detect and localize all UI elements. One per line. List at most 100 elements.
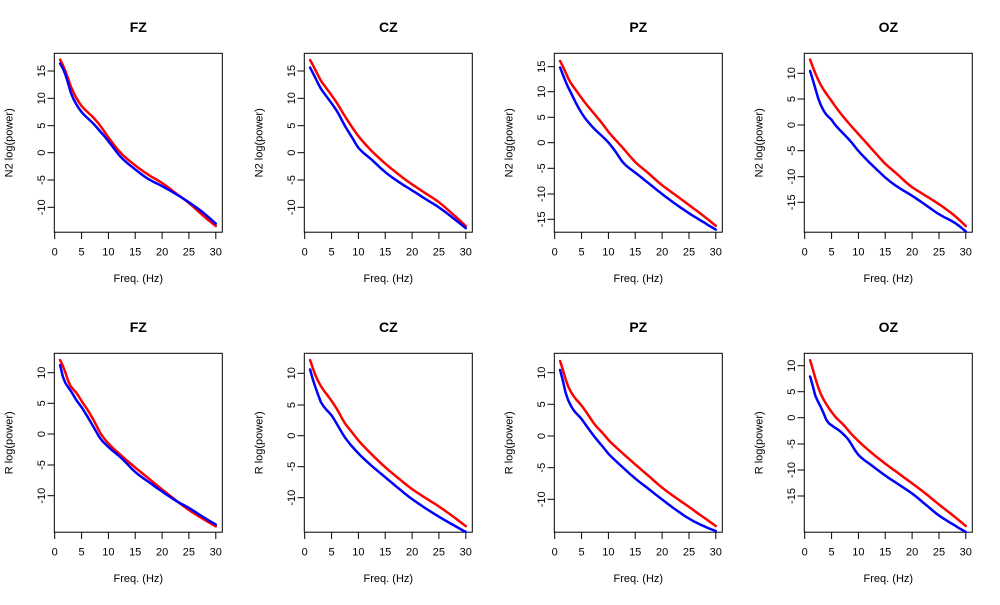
svg-text:0: 0 [52,247,58,259]
svg-text:0: 0 [536,140,548,146]
svg-text:5: 5 [286,402,298,408]
svg-text:CZ: CZ [379,319,398,335]
svg-text:N2 log(power): N2 log(power) [754,108,766,177]
svg-text:Freq. (Hz): Freq. (Hz) [614,273,664,285]
svg-text:10: 10 [536,367,548,379]
svg-text:5: 5 [579,547,585,559]
svg-text:25: 25 [933,547,945,559]
svg-text:5: 5 [79,547,85,559]
svg-text:0: 0 [552,547,558,559]
svg-text:FZ: FZ [130,19,148,35]
svg-text:10: 10 [536,86,548,98]
svg-text:0: 0 [302,547,308,559]
svg-text:10: 10 [352,547,364,559]
svg-text:-10: -10 [786,169,798,185]
svg-text:25: 25 [433,247,445,259]
svg-text:Freq. (Hz): Freq. (Hz) [614,573,664,585]
svg-text:-15: -15 [786,194,798,210]
svg-text:5: 5 [536,114,548,120]
svg-text:10: 10 [602,547,614,559]
svg-text:-5: -5 [36,175,48,185]
svg-text:30: 30 [960,547,972,559]
svg-text:-15: -15 [536,211,548,227]
svg-text:0: 0 [286,433,298,439]
svg-text:FZ: FZ [130,319,148,335]
svg-text:0: 0 [552,247,558,259]
svg-text:0: 0 [286,150,298,156]
svg-text:10: 10 [286,92,298,104]
svg-text:5: 5 [829,247,835,259]
svg-text:5: 5 [786,96,798,102]
svg-text:N2 log(power): N2 log(power) [504,108,516,177]
svg-text:20: 20 [156,547,168,559]
svg-text:-10: -10 [536,491,548,507]
svg-text:0: 0 [536,433,548,439]
svg-text:15: 15 [629,247,641,259]
svg-text:-5: -5 [536,163,548,173]
svg-text:-10: -10 [786,462,798,478]
svg-text:10: 10 [786,360,798,372]
svg-text:0: 0 [36,431,48,437]
svg-text:Freq. (Hz): Freq. (Hz) [864,573,914,585]
svg-text:0: 0 [802,547,808,559]
svg-text:-5: -5 [786,439,798,449]
svg-text:10: 10 [852,547,864,559]
svg-text:15: 15 [129,547,141,559]
svg-text:N2 log(power): N2 log(power) [254,108,266,177]
svg-text:-10: -10 [286,490,298,506]
svg-text:15: 15 [629,547,641,559]
svg-text:Freq. (Hz): Freq. (Hz) [864,273,914,285]
svg-text:30: 30 [460,247,472,259]
svg-text:Freq. (Hz): Freq. (Hz) [114,573,164,585]
svg-text:0: 0 [52,547,58,559]
svg-text:15: 15 [879,547,891,559]
svg-text:20: 20 [656,547,668,559]
svg-text:10: 10 [352,247,364,259]
svg-text:OZ: OZ [879,319,899,335]
svg-text:5: 5 [329,547,335,559]
svg-text:0: 0 [36,150,48,156]
svg-text:OZ: OZ [879,19,899,35]
svg-text:-5: -5 [36,460,48,470]
svg-text:30: 30 [460,547,472,559]
svg-text:30: 30 [960,247,972,259]
svg-text:0: 0 [786,122,798,128]
svg-text:10: 10 [852,247,864,259]
svg-text:5: 5 [36,123,48,129]
svg-text:15: 15 [286,65,298,77]
svg-text:5: 5 [36,400,48,406]
svg-text:5: 5 [786,389,798,395]
svg-text:25: 25 [683,247,695,259]
svg-text:25: 25 [183,247,195,259]
svg-text:30: 30 [210,247,222,259]
svg-text:20: 20 [906,547,918,559]
svg-text:15: 15 [879,247,891,259]
svg-text:20: 20 [156,247,168,259]
svg-text:15: 15 [379,247,391,259]
svg-text:30: 30 [710,247,722,259]
svg-text:30: 30 [710,547,722,559]
svg-text:R log(power): R log(power) [254,411,266,474]
svg-text:5: 5 [579,247,585,259]
svg-text:0: 0 [802,247,808,259]
svg-text:R log(power): R log(power) [754,411,766,474]
svg-text:10: 10 [286,367,298,379]
svg-text:10: 10 [786,67,798,79]
svg-text:-5: -5 [536,463,548,473]
svg-text:15: 15 [129,247,141,259]
svg-text:15: 15 [379,547,391,559]
svg-text:10: 10 [36,92,48,104]
svg-text:20: 20 [656,247,668,259]
svg-text:Freq. (Hz): Freq. (Hz) [364,573,414,585]
svg-text:Freq. (Hz): Freq. (Hz) [114,273,164,285]
svg-text:25: 25 [933,247,945,259]
svg-text:PZ: PZ [629,319,647,335]
svg-text:5: 5 [536,401,548,407]
svg-text:-10: -10 [536,186,548,202]
svg-text:CZ: CZ [379,19,398,35]
svg-text:-10: -10 [36,488,48,504]
svg-text:-5: -5 [786,146,798,156]
svg-text:15: 15 [536,61,548,73]
svg-text:N2 log(power): N2 log(power) [4,108,16,177]
svg-text:0: 0 [302,247,308,259]
